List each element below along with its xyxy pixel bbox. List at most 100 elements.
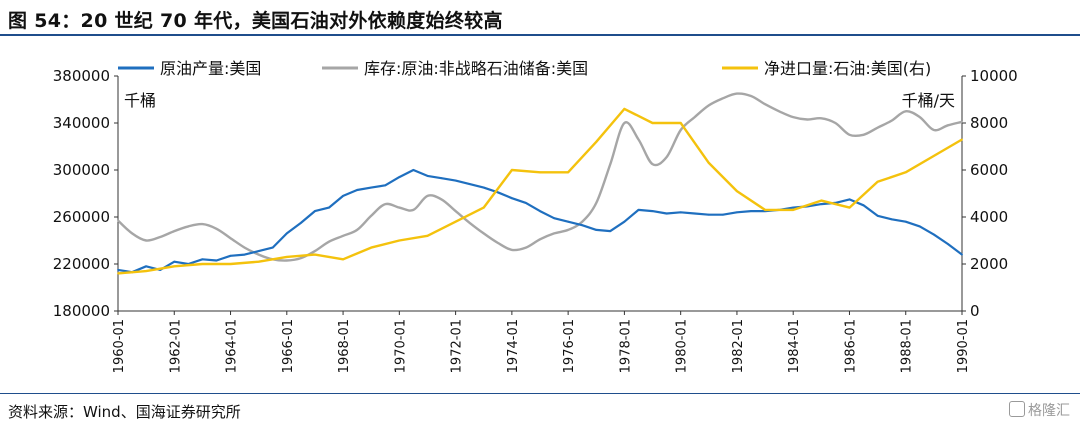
x-tick-label: 1984-01: [787, 319, 802, 373]
series-1-point: [525, 246, 527, 249]
series-1-point: [637, 138, 640, 141]
series-0-point: [117, 269, 119, 271]
series-0-point: [342, 195, 344, 197]
series-0-point: [707, 213, 710, 216]
x-tick-label: 1990-01: [956, 319, 971, 373]
series-1-point: [300, 257, 302, 259]
series-0-point: [904, 220, 907, 223]
series-2-point: [342, 258, 344, 261]
series-0-point: [933, 233, 935, 236]
series-2-point: [679, 122, 682, 124]
series-0-point: [553, 217, 555, 220]
series-0-point: [173, 260, 176, 263]
series-1-point: [440, 198, 443, 201]
series-1-point: [722, 97, 724, 100]
series-1-point: [693, 116, 696, 118]
series-1-point: [848, 133, 851, 136]
x-tick-label: 1968-01: [337, 319, 352, 373]
series-1-point: [567, 229, 569, 231]
series-0-point: [609, 230, 612, 233]
series-2-point: [651, 122, 654, 124]
series-1-point: [356, 229, 358, 231]
series-0-point: [496, 191, 499, 194]
series-2-point: [454, 220, 457, 223]
series-2-point: [736, 190, 738, 193]
series-1-point: [384, 203, 387, 206]
right-tick-label: 4000: [970, 208, 1008, 226]
series-0-point: [581, 224, 584, 227]
legend-label: 库存:原油:非战略石油储备:美国: [364, 59, 588, 78]
series-0-point: [201, 258, 204, 261]
series-0-point: [623, 220, 626, 223]
series-2-point: [904, 171, 907, 174]
series-0-point: [722, 213, 724, 216]
series-1-point: [792, 116, 795, 118]
series-1-point: [201, 223, 204, 226]
series-1-point: [623, 122, 626, 124]
chart-title: 图 54：20 世纪 70 年代，美国石油对外依赖度始终较高: [8, 10, 503, 32]
series-1-point: [820, 117, 823, 120]
series-1-point: [806, 118, 809, 121]
series-2-point: [229, 263, 232, 265]
series-2-point: [314, 253, 316, 256]
x-tick-label: 1980-01: [675, 319, 690, 373]
series-line-0: [117, 168, 963, 274]
series-2-point: [933, 155, 935, 157]
series-2-point: [792, 209, 795, 211]
x-tick-label: 1972-01: [450, 319, 465, 373]
series-1-point: [595, 202, 598, 204]
series-0-point: [637, 209, 640, 211]
series-1-point: [187, 225, 190, 228]
series-1-point: [947, 124, 949, 127]
right-tick-label: 10000: [970, 67, 1018, 85]
plot-frame: [117, 76, 963, 312]
series-0-point: [257, 250, 260, 253]
x-tick-label: 1964-01: [225, 319, 240, 373]
series-2-point: [539, 171, 541, 174]
series-2-point: [567, 171, 569, 174]
series-1-point: [229, 237, 232, 240]
series-2-point: [201, 263, 204, 265]
series-0-point: [961, 253, 963, 256]
watermark: 格隆汇: [1009, 400, 1070, 420]
series-1-point: [665, 156, 668, 158]
left-tick-label: 300000: [53, 161, 110, 179]
watermark-logo-icon: [1009, 401, 1025, 417]
series-2-point: [623, 108, 626, 110]
series-0-point: [595, 229, 598, 231]
series-2-point: [426, 234, 429, 237]
series-2-point: [370, 246, 373, 249]
x-tick-label: 1962-01: [168, 319, 183, 373]
series-0-point: [398, 176, 401, 179]
series-1-point: [482, 232, 485, 235]
series-0-point: [426, 175, 429, 177]
series-1-point: [679, 129, 682, 131]
series-1-point: [890, 119, 893, 122]
series-1-point: [539, 238, 541, 241]
legend-label: 原油产量:美国: [160, 59, 261, 78]
series-0-point: [651, 210, 654, 213]
right-tick-label: 6000: [970, 161, 1008, 179]
left-tick-label: 260000: [53, 208, 110, 226]
series-1-point: [426, 195, 429, 197]
x-tick-label: 1966-01: [281, 319, 296, 373]
series-0-point: [482, 186, 485, 189]
series-1-point: [328, 240, 330, 243]
series-1-point: [511, 249, 513, 251]
series-2-point: [511, 169, 513, 171]
series-0-point: [679, 211, 682, 214]
series-1-point: [117, 219, 119, 222]
x-tick-label: 1982-01: [731, 319, 746, 373]
series-1-point: [707, 104, 710, 107]
x-tick-label: 1988-01: [900, 319, 915, 373]
right-tick-label: 2000: [970, 255, 1008, 273]
series-1-point: [257, 253, 260, 256]
series-2-point: [961, 138, 963, 141]
series-2-point: [285, 256, 288, 258]
series-2-point: [876, 180, 879, 183]
series-1-point: [750, 95, 752, 97]
series-0-point: [665, 212, 668, 215]
series-2-point: [820, 199, 823, 202]
series-1-point: [581, 220, 584, 223]
series-line-1: [117, 92, 963, 262]
